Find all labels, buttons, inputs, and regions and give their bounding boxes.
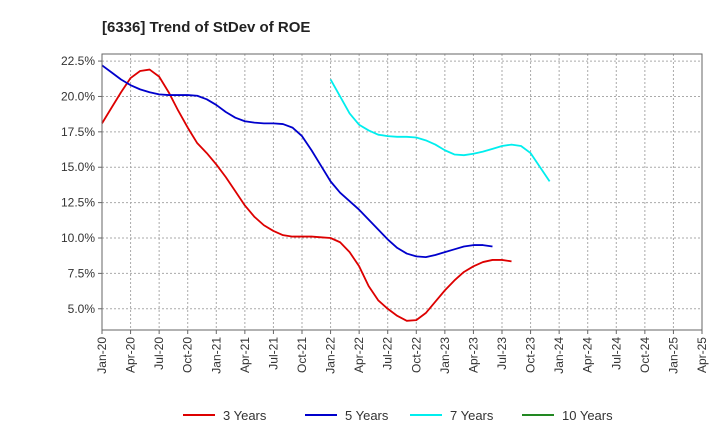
x-tick-label: Apr-21 [238,337,252,373]
x-tick-label: Jan-22 [324,337,338,374]
y-axis: 5.0% 7.5% 10.0% 12.5% 15.0% 17.5% 20.0% 22.5% [61,54,102,316]
series-line-5-years [101,64,493,259]
x-tick-label: Apr-22 [352,337,366,373]
y-tick-label: 22.5% [61,54,95,68]
y-tick-label: 20.0% [61,89,95,103]
series-line-7-years [329,79,551,182]
y-tick-label: 10.0% [61,231,95,245]
y-tick-label: 5.0% [68,302,96,316]
series-line-3-years [101,68,512,322]
legend-label: 10 Years [562,408,613,423]
x-tick-label: Oct-23 [524,337,538,373]
legend: 3 Years 5 Years 7 Years 10 Years [183,408,613,423]
x-tick-label: Jul-22 [381,337,395,370]
series-lines [101,64,551,322]
y-tick-label: 15.0% [61,160,95,174]
chart-title: [6336] Trend of StDev of ROE [102,19,310,36]
x-tick-label: Jul-21 [266,337,280,370]
x-tick-label: Apr-20 [124,337,138,373]
x-axis: Jan-20 Apr-20 Jul-20 Oct-20 Jan-21 Apr-21 Jul-… [95,330,709,374]
legend-label: 5 Years [345,408,389,423]
legend-label: 7 Years [450,408,494,423]
grid [101,54,703,330]
x-tick-label: Oct-24 [638,337,652,373]
x-tick-label: Oct-21 [295,337,309,373]
x-tick-label: Apr-23 [466,337,480,373]
x-tick-label: Jan-21 [209,337,223,374]
x-tick-label: Apr-25 [695,337,709,373]
y-tick-label: 12.5% [61,196,95,210]
y-tick-label: 17.5% [61,125,95,139]
x-tick-label: Jul-20 [152,337,166,370]
x-tick-label: Oct-20 [181,337,195,373]
x-tick-label: Jan-24 [552,337,566,374]
x-tick-label: Jul-24 [609,337,623,370]
x-tick-label: Jul-23 [495,337,509,370]
x-tick-label: Apr-24 [581,337,595,373]
y-tick-label: 7.5% [68,266,96,280]
plot-area [101,53,703,331]
x-tick-label: Jan-25 [666,337,680,374]
x-tick-label: Jan-20 [95,337,109,374]
legend-label: 3 Years [223,408,267,423]
x-tick-label: Oct-22 [409,337,423,373]
x-tick-label: Jan-23 [438,337,452,374]
